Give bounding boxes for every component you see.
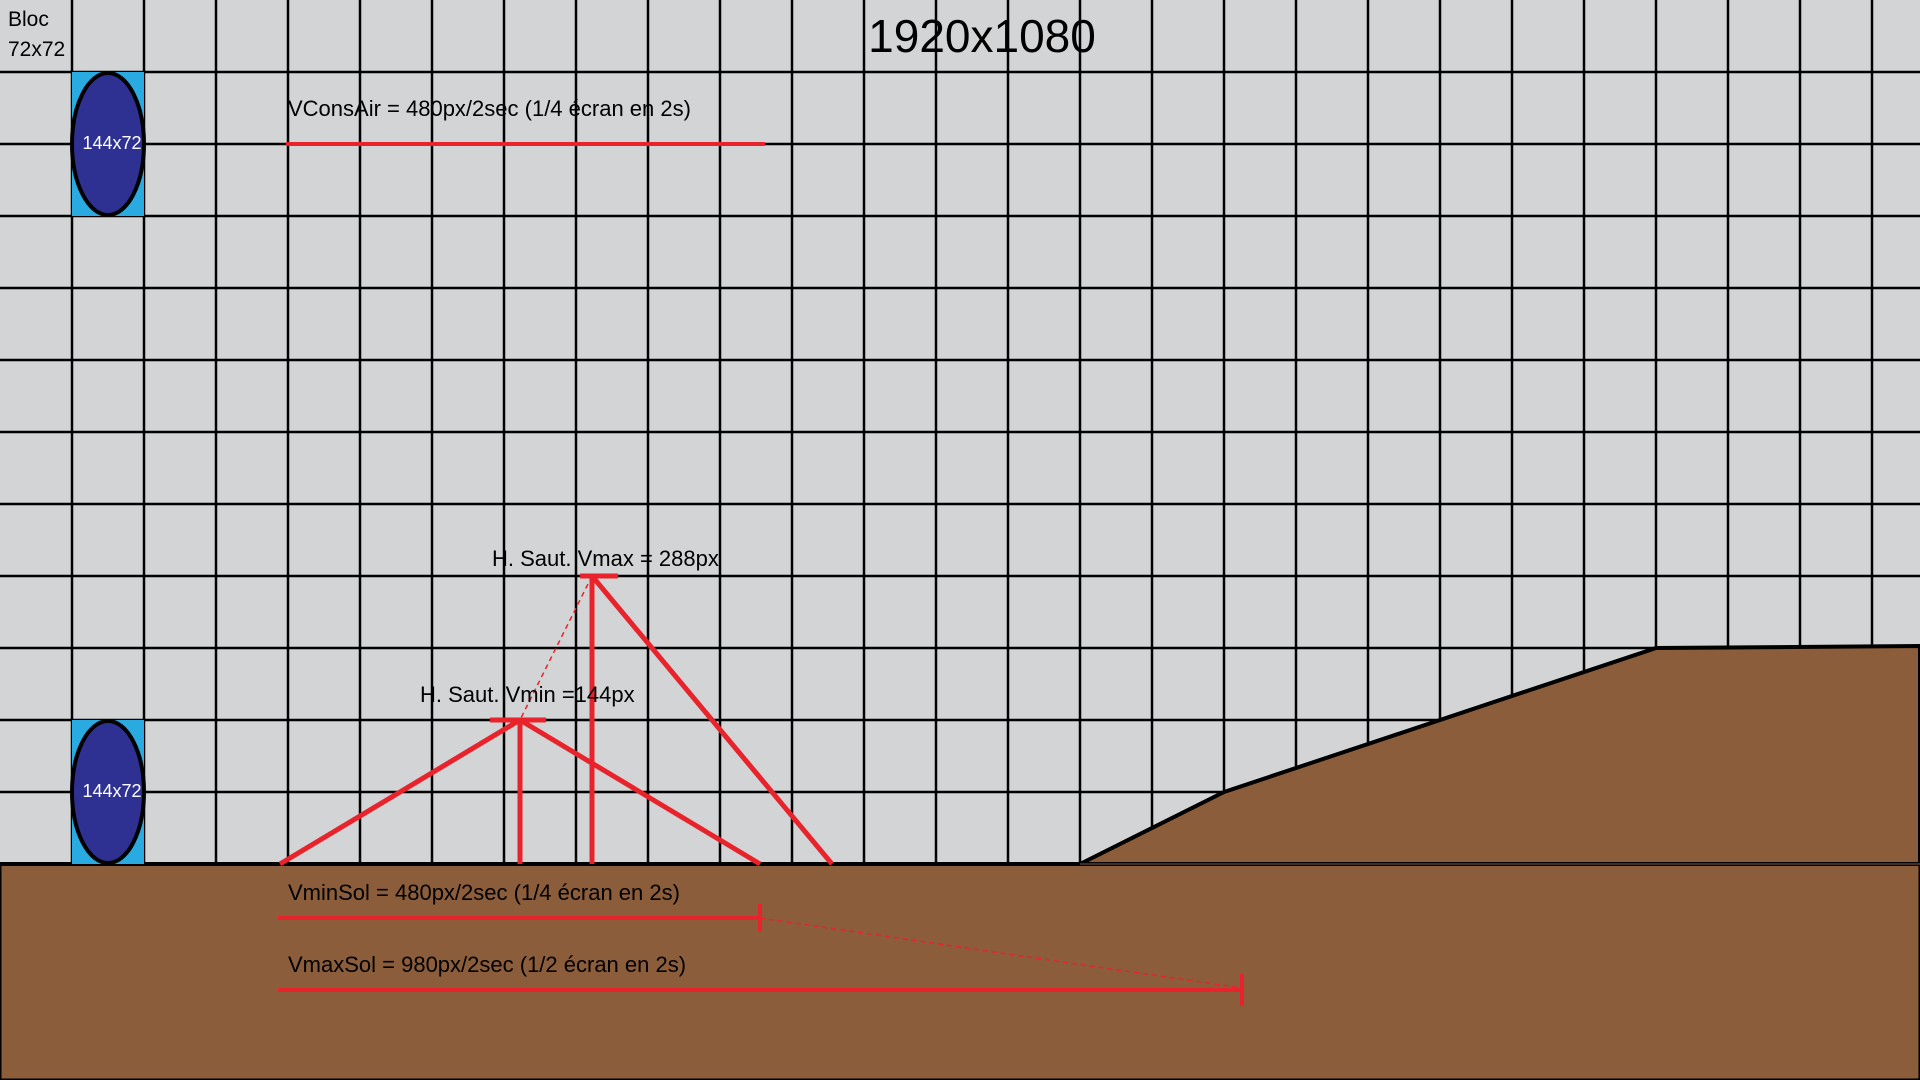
character-ground: 144x72	[70, 719, 146, 865]
vmin-sol-label: VminSol = 480px/2sec (1/4 écran en 2s)	[288, 880, 680, 905]
bloc-size-label: 72x72	[8, 38, 65, 61]
vcons-air-label: VConsAir = 480px/2sec (1/4 écran en 2s)	[288, 96, 691, 121]
speed-projection-dashed	[759, 917, 1243, 989]
character-top: 144x72	[70, 71, 146, 217]
vmax-sol-label: VmaxSol = 980px/2sec (1/2 écran en 2s)	[288, 952, 686, 977]
jump-vmax-arc	[519, 573, 834, 866]
screen-size-title: 1920x1080	[868, 10, 1096, 62]
character-size-label: 144x72	[82, 781, 141, 801]
character-size-label: 144x72	[82, 133, 141, 153]
ground-line	[0, 862, 1920, 866]
jump-vmin-fall	[518, 717, 762, 867]
jump-vmin-arc	[278, 717, 762, 867]
jump-vmax-label: H. Saut. Vmax = 288px	[492, 546, 719, 571]
character-body	[70, 71, 146, 217]
character-body	[70, 719, 146, 865]
bloc-label: Bloc	[8, 8, 49, 31]
jump-vmin-label: H. Saut. Vmin =144px	[420, 682, 635, 707]
jump-vmin-rise	[278, 717, 522, 867]
jump-vmax-fall	[590, 574, 834, 866]
